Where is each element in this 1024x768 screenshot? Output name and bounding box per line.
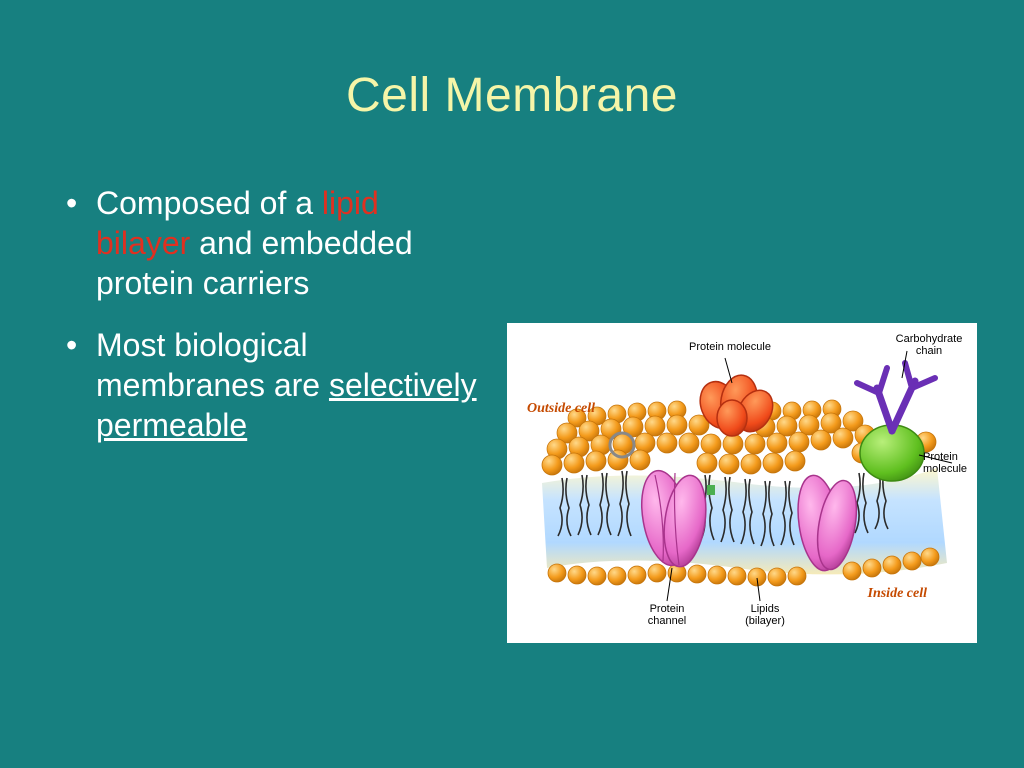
bullet-list: Composed of a lipid bilayer and embedded… [60,183,480,643]
content-area: Composed of a lipid bilayer and embedded… [0,123,1024,643]
label-protein-top: Protein molecule [685,341,775,353]
page-title: Cell Membrane [0,0,1024,123]
label-carb: Carbohydrate chain [889,333,969,357]
label-lipids: Lipids (bilayer) [735,603,795,627]
bullet1-pre: Composed of a [96,185,322,221]
label-outside: Outside cell [527,401,595,416]
bullet-item-2: Most biological membranes are selectivel… [60,325,480,445]
membrane-diagram: Outside cell Inside cell Protein molecul… [507,323,977,643]
label-inside: Inside cell [868,586,928,601]
bullet-item-1: Composed of a lipid bilayer and embedded… [60,183,480,303]
diagram-container: Outside cell Inside cell Protein molecul… [500,183,984,643]
label-protein-right: Protein molecule [923,451,973,475]
carb-chain [857,363,935,431]
label-protein-channel: Protein channel [637,603,697,627]
marker-green [707,485,715,495]
bullet2-pre: Most biological membranes are [96,327,329,403]
